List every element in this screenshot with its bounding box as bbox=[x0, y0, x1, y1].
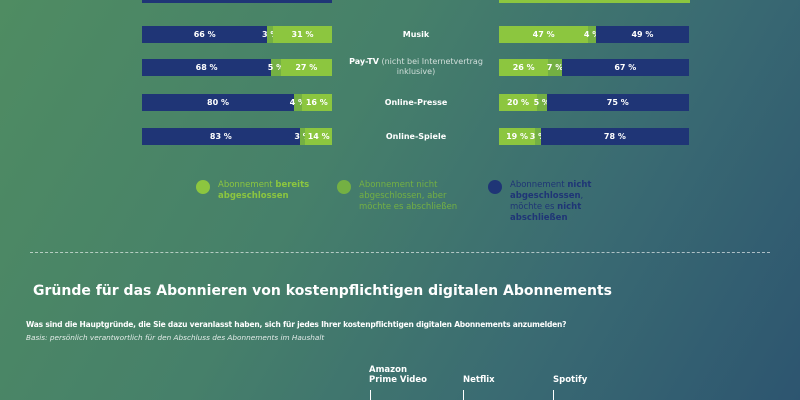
right-bar-1: 26 % 7 % 67 % bbox=[499, 59, 689, 76]
section-title: Gründe für das Abonnieren von kostenpfli… bbox=[33, 283, 613, 299]
legend-text: , möchte es bbox=[510, 191, 584, 212]
bar-segment-not_wanted: 49 % bbox=[595, 26, 689, 43]
bar-segment-subscribed: 20 % bbox=[499, 94, 537, 111]
bar-segment-subscribed: 31 % bbox=[273, 26, 332, 43]
partial-bar-right bbox=[499, 0, 690, 3]
right-bar-0: 47 % 4 % 49 % bbox=[499, 26, 689, 43]
category-name: Online-Presse bbox=[384, 98, 448, 107]
category-label: Online-Spiele bbox=[340, 132, 492, 142]
bar-segment-not_wanted: 83 % bbox=[142, 128, 300, 145]
bar-segment-would_like: 4 % bbox=[584, 26, 600, 43]
bar-segment-would_like: 4 % bbox=[290, 94, 306, 111]
bar-segment-would_like: 5 % bbox=[268, 59, 284, 76]
survey-question: Was sind die Hauptgründe, die Sie dazu v… bbox=[26, 320, 567, 329]
bar-segment-not_wanted: 67 % bbox=[561, 59, 689, 76]
bar-segment-not_wanted: 66 % bbox=[142, 26, 268, 43]
legend-dot bbox=[488, 180, 502, 194]
bar-segment-would_like: 3 % bbox=[262, 26, 278, 43]
bar-segment-subscribed: 16 % bbox=[301, 94, 332, 111]
legend-item-would-like: Abonnement nicht abgeschlossen, aber möc… bbox=[337, 180, 467, 213]
survey-basis: Basis: persönlich verantwortlich für den… bbox=[26, 333, 325, 342]
category-note: (nicht bei Internetvertrag inklusive) bbox=[378, 57, 483, 76]
bar-segment-would_like: 5 % bbox=[534, 94, 550, 111]
left-bar-3: 83 % 3 % 14 % bbox=[142, 128, 332, 145]
legend-text-bold: nicht abgeschlossen bbox=[510, 180, 592, 201]
category-label: Pay-TV (nicht bei Internetvertrag inklus… bbox=[340, 57, 492, 77]
left-bar-1: 68 % 5 % 27 % bbox=[142, 59, 332, 76]
left-bar-2: 80 % 4 % 16 % bbox=[142, 94, 332, 111]
bar-segment-not_wanted: 78 % bbox=[540, 128, 689, 145]
legend-text: Abonnement nicht abgeschlossen, aber möc… bbox=[359, 180, 458, 212]
legend-text-bold: bereits abgeschlossen bbox=[218, 180, 310, 201]
column-header-amazon: Amazon Prime Video bbox=[369, 365, 427, 385]
column-divider bbox=[463, 390, 464, 400]
bar-segment-subscribed: 47 % bbox=[499, 26, 589, 43]
legend-text: Abonnement bbox=[218, 180, 276, 190]
partial-bar-left bbox=[142, 0, 332, 3]
legend-dot bbox=[196, 180, 210, 194]
category-label: Online-Presse bbox=[340, 98, 492, 108]
legend-dot bbox=[337, 180, 351, 194]
bar-segment-subscribed: 27 % bbox=[280, 59, 332, 76]
legend-text: Abonnement bbox=[510, 180, 568, 190]
column-divider bbox=[553, 390, 554, 400]
category-name: Online-Spiele bbox=[385, 132, 447, 141]
right-bar-3: 19 % 3 % 78 % bbox=[499, 128, 689, 145]
legend-text-bold: nicht abschließen bbox=[510, 202, 582, 223]
bar-segment-would_like: 7 % bbox=[547, 59, 563, 76]
left-bar-0: 66 % 3 % 31 % bbox=[142, 26, 332, 43]
column-divider bbox=[370, 390, 371, 400]
bar-segment-subscribed: 26 % bbox=[499, 59, 549, 76]
bar-segment-not_wanted: 68 % bbox=[142, 59, 272, 76]
category-name: Pay-TV bbox=[349, 57, 379, 66]
bar-segment-subscribed: 19 % bbox=[499, 128, 536, 145]
bar-segment-would_like: 3 % bbox=[530, 128, 546, 145]
section-divider bbox=[30, 252, 770, 253]
category-name: Musik bbox=[402, 30, 430, 39]
bar-segment-not_wanted: 75 % bbox=[546, 94, 689, 111]
right-bar-2: 20 % 5 % 75 % bbox=[499, 94, 689, 111]
bar-segment-not_wanted: 80 % bbox=[142, 94, 294, 111]
category-label: Musik bbox=[340, 30, 492, 40]
column-header-spotify: Spotify bbox=[553, 375, 588, 385]
bar-segment-would_like: 3 % bbox=[294, 128, 311, 145]
column-header-netflix: Netflix bbox=[463, 375, 495, 385]
legend-item-subscribed: Abonnement bereits abgeschlossen bbox=[196, 180, 326, 202]
bar-segment-subscribed: 14 % bbox=[305, 128, 332, 145]
legend-item-not-wanted: Abonnement nicht abgeschlossen, möchte e… bbox=[488, 180, 618, 224]
